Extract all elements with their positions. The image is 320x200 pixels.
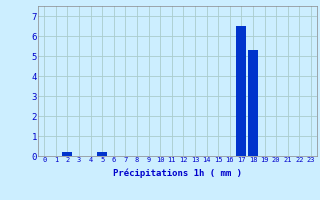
X-axis label: Précipitations 1h ( mm ): Précipitations 1h ( mm ) <box>113 169 242 178</box>
Bar <box>97 152 107 156</box>
Bar <box>62 152 72 156</box>
Bar <box>236 26 246 156</box>
Bar <box>248 50 258 156</box>
